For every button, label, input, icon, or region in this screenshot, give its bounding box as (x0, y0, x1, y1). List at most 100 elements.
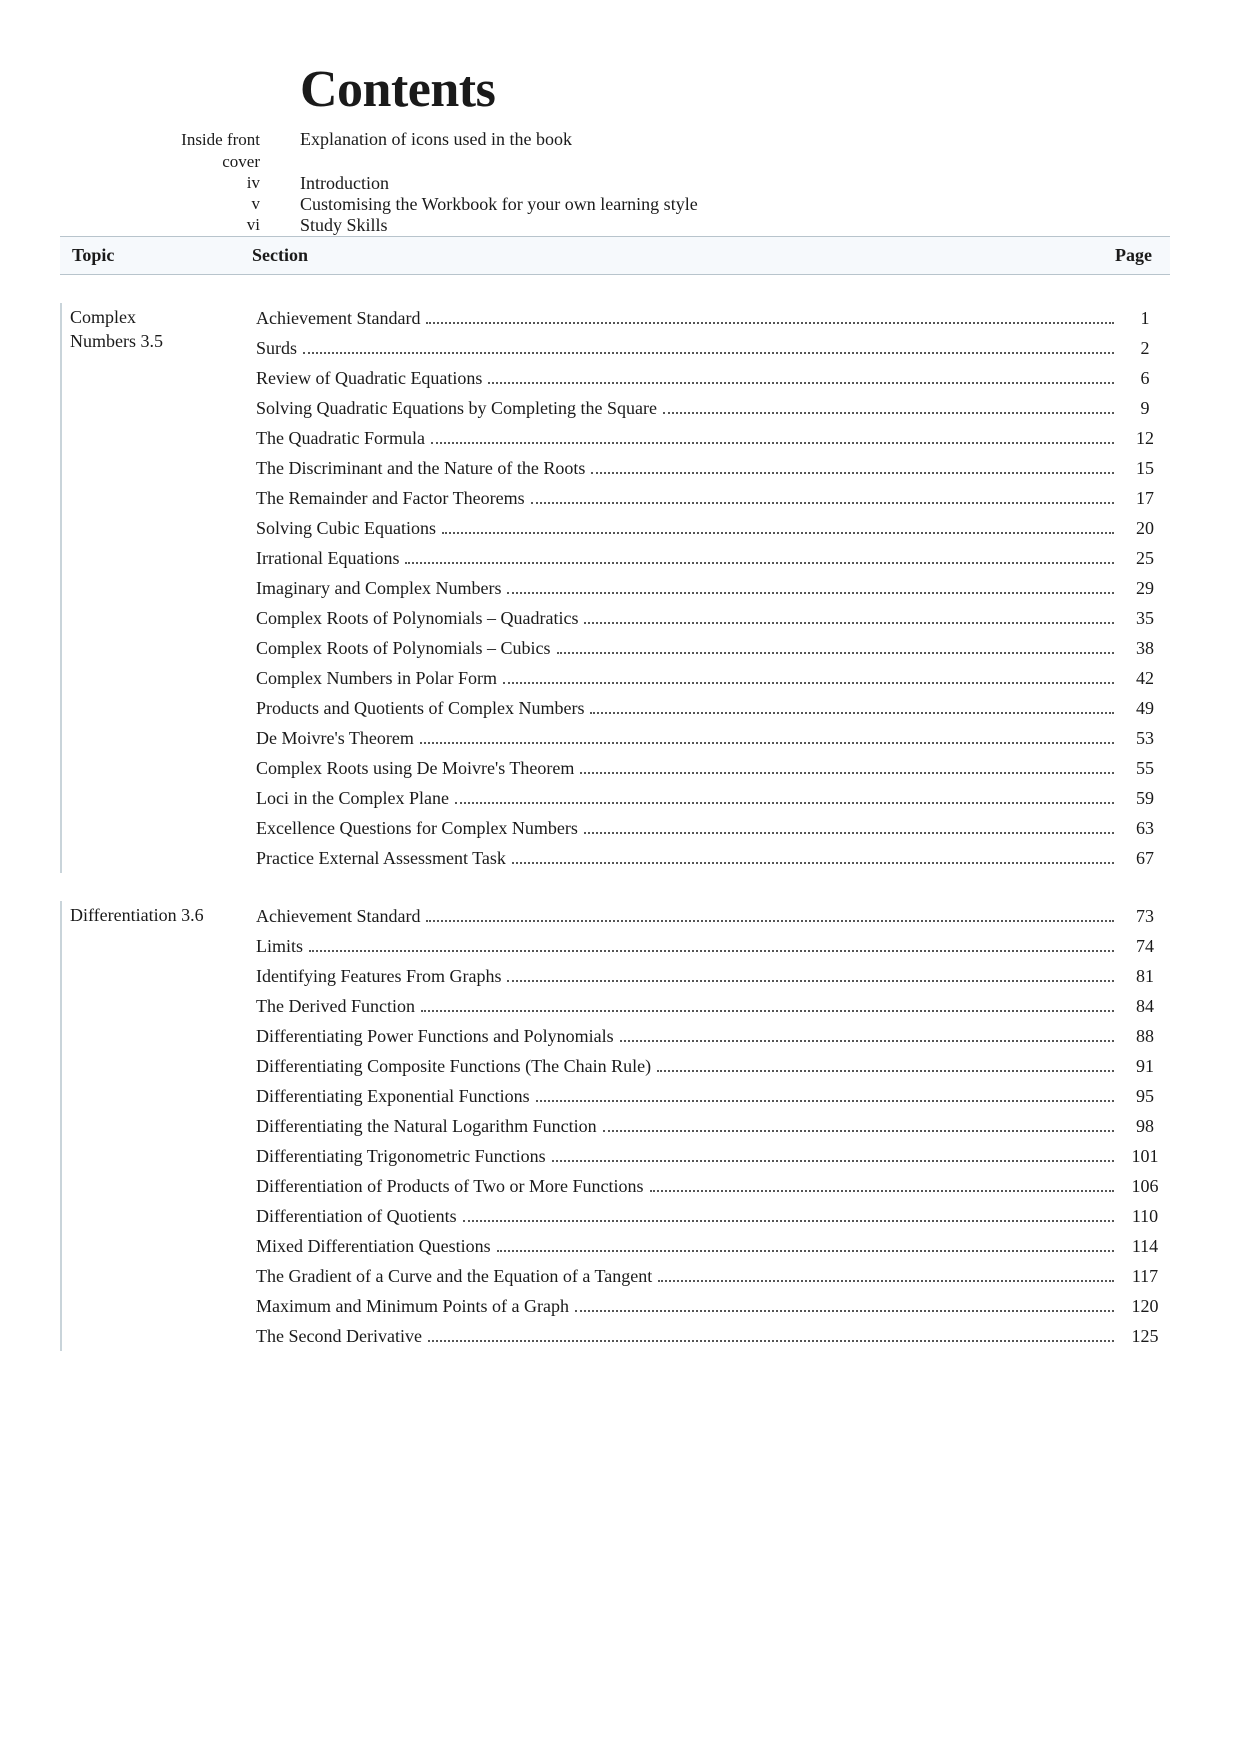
topic-label-line: Complex (60, 305, 250, 329)
toc-entry: Achievement Standard1 (256, 303, 1170, 333)
toc-entry-page: 49 (1120, 693, 1170, 723)
toc-entry-page: 12 (1120, 423, 1170, 453)
toc-entry-page: 95 (1120, 1081, 1170, 1111)
toc-entry-title: Irrational Equations (256, 543, 399, 573)
page-title: Contents (300, 60, 1170, 119)
toc-entry-title: Complex Roots of Polynomials – Cubics (256, 633, 551, 663)
front-matter: Inside frontcoverExplanation of icons us… (60, 129, 1170, 236)
toc-entry-title: The Second Derivative (256, 1321, 422, 1351)
toc-entry-page: 17 (1120, 483, 1170, 513)
front-matter-row: ivIntroduction (60, 173, 1170, 194)
toc-entry: The Remainder and Factor Theorems17 (256, 483, 1170, 513)
dot-leader (426, 306, 1114, 324)
toc-entry: Differentiating Power Functions and Poly… (256, 1021, 1170, 1051)
toc-entry-page: 125 (1120, 1321, 1170, 1351)
front-matter-row: viStudy Skills (60, 215, 1170, 236)
dot-leader (580, 756, 1114, 774)
toc-entry-title: Identifying Features From Graphs (256, 961, 501, 991)
toc-entry-title: Surds (256, 333, 297, 363)
dot-leader (591, 456, 1114, 474)
dot-leader (431, 426, 1114, 444)
toc-entry-page: 88 (1120, 1021, 1170, 1051)
dot-leader (657, 1054, 1114, 1072)
topics-container: ComplexNumbers 3.5Achievement Standard1S… (60, 303, 1170, 1351)
dot-leader (512, 846, 1114, 864)
front-matter-label: iv (60, 173, 300, 194)
toc-entry-page: 98 (1120, 1111, 1170, 1141)
toc-entry-title: Differentiating Exponential Functions (256, 1081, 530, 1111)
toc-entry: Complex Roots of Polynomials – Cubics 38 (256, 633, 1170, 663)
toc-entry: Practice External Assessment Task 67 (256, 843, 1170, 873)
toc-entry: Differentiating Exponential Functions 95 (256, 1081, 1170, 1111)
header-topic-label: Topic (70, 245, 252, 266)
dot-leader (497, 1234, 1114, 1252)
toc-entry-page: 15 (1120, 453, 1170, 483)
toc-entry-title: Solving Cubic Equations (256, 513, 436, 543)
toc-entry-title: The Derived Function (256, 991, 415, 1021)
toc-entry-page: 2 (1120, 333, 1170, 363)
toc-entry-title: The Quadratic Formula (256, 423, 425, 453)
toc-entry-page: 42 (1120, 663, 1170, 693)
table-header: Topic Section Page (60, 236, 1170, 275)
toc-entry-page: 81 (1120, 961, 1170, 991)
toc-entry-page: 55 (1120, 753, 1170, 783)
front-matter-text: Introduction (300, 173, 1170, 194)
toc-entry-title: Practice External Assessment Task (256, 843, 506, 873)
toc-entry-title: Products and Quotients of Complex Number… (256, 693, 584, 723)
toc-entry: Achievement Standard73 (256, 901, 1170, 931)
dot-leader (584, 816, 1114, 834)
toc-entry: Loci in the Complex Plane59 (256, 783, 1170, 813)
dot-leader (442, 516, 1114, 534)
dot-leader (531, 486, 1114, 504)
dot-leader (420, 726, 1114, 744)
toc-entry-page: 110 (1120, 1201, 1170, 1231)
header-page-label: Page (1092, 245, 1160, 266)
toc-entry: Differentiation of Products of Two or Mo… (256, 1171, 1170, 1201)
entries-column: Achievement Standard73Limits74Identifyin… (256, 901, 1170, 1351)
topic-label-line: Differentiation 3.6 (60, 903, 250, 927)
front-matter-row: Inside frontcoverExplanation of icons us… (60, 129, 1170, 173)
toc-entry-page: 101 (1120, 1141, 1170, 1171)
front-matter-text: Customising the Workbook for your own le… (300, 194, 1170, 215)
toc-entry: Identifying Features From Graphs 81 (256, 961, 1170, 991)
toc-entry: Maximum and Minimum Points of a Graph120 (256, 1291, 1170, 1321)
dot-leader (557, 636, 1114, 654)
toc-entry-page: 114 (1120, 1231, 1170, 1261)
dot-leader (650, 1174, 1114, 1192)
toc-entry-page: 53 (1120, 723, 1170, 753)
toc-entry: Solving Cubic Equations 20 (256, 513, 1170, 543)
toc-entry-page: 67 (1120, 843, 1170, 873)
toc-entry-page: 63 (1120, 813, 1170, 843)
toc-entry-title: Differentiating Composite Functions (The… (256, 1051, 651, 1081)
dot-leader (405, 546, 1114, 564)
toc-entry-page: 29 (1120, 573, 1170, 603)
toc-entry: Differentiating Composite Functions (The… (256, 1051, 1170, 1081)
toc-entry-title: Differentiating the Natural Logarithm Fu… (256, 1111, 597, 1141)
toc-entry-title: Complex Numbers in Polar Form (256, 663, 497, 693)
toc-entry-page: 117 (1120, 1261, 1170, 1291)
toc-entry-page: 9 (1120, 393, 1170, 423)
toc-entry-page: 20 (1120, 513, 1170, 543)
dot-leader (488, 366, 1114, 384)
dot-leader (309, 934, 1114, 952)
toc-entry: Complex Numbers in Polar Form 42 (256, 663, 1170, 693)
toc-entry: The Discriminant and the Nature of the R… (256, 453, 1170, 483)
toc-entry-page: 1 (1120, 303, 1170, 333)
toc-entry: De Moivre's Theorem53 (256, 723, 1170, 753)
toc-entry: Surds 2 (256, 333, 1170, 363)
entries-column: Achievement Standard1Surds2Review of Qua… (256, 303, 1170, 873)
toc-entry-title: The Gradient of a Curve and the Equation… (256, 1261, 652, 1291)
topic-block: Differentiation 3.6Achievement Standard7… (60, 901, 1170, 1351)
toc-entry: Solving Quadratic Equations by Completin… (256, 393, 1170, 423)
dot-leader (428, 1324, 1114, 1342)
toc-entry-page: 91 (1120, 1051, 1170, 1081)
toc-entry-title: Differentiation of Products of Two or Mo… (256, 1171, 644, 1201)
toc-entry-title: Solving Quadratic Equations by Completin… (256, 393, 657, 423)
front-matter-label: vi (60, 215, 300, 236)
dot-leader (455, 786, 1114, 804)
dot-leader (575, 1294, 1114, 1312)
toc-entry-title: Mixed Differentiation Questions (256, 1231, 491, 1261)
toc-entry-page: 38 (1120, 633, 1170, 663)
topic-label: Differentiation 3.6 (60, 901, 256, 1351)
toc-entry: The Second Derivative 125 (256, 1321, 1170, 1351)
